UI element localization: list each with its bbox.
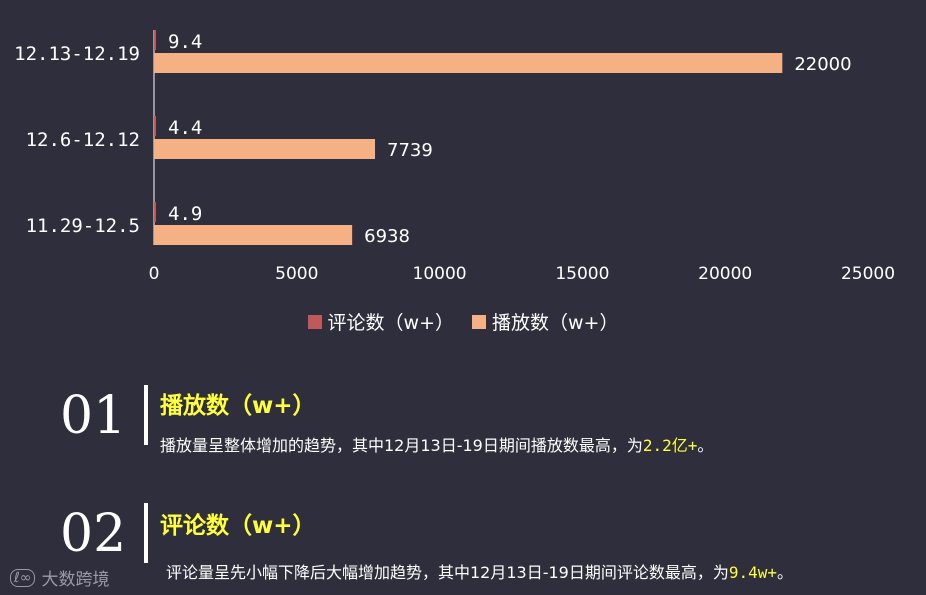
category-label: 12.6-12.12: [26, 129, 140, 151]
bar-comments: [154, 30, 156, 50]
section-plays: 01 播放数（w+） 播放量呈整体增加的趋势，其中12月13日-19日期间播放数…: [60, 380, 900, 460]
section-number: 01: [60, 386, 127, 446]
x-tick-label: 25000: [841, 264, 895, 284]
section-heading: 播放数（w+）: [160, 393, 316, 419]
bar-plays: [154, 225, 353, 245]
legend-swatch-comments: [307, 314, 322, 329]
description-end: 。: [777, 563, 794, 582]
description-highlight: 9.4w+: [728, 563, 778, 582]
description-highlight: 2.2亿+: [642, 436, 698, 455]
section-heading: 评论数（w+）: [160, 513, 316, 539]
section-divider: [144, 503, 148, 563]
x-tick-label: 0: [149, 264, 160, 284]
x-tick-label: 10000: [413, 264, 467, 284]
description-text: 播放量呈整体增加的趋势，其中12月13日-19日期间播放数最高，为: [160, 436, 643, 455]
category-label: 11.29-12.5: [26, 215, 140, 237]
data-label-plays: 7739: [387, 140, 433, 161]
watermark-logo-icon: ℓ∞: [10, 568, 36, 587]
legend-swatch-plays: [472, 314, 486, 329]
legend-label-comments: 评论数（w+）: [327, 312, 454, 334]
legend-item-plays[interactable]: 播放数（w+）: [472, 308, 618, 335]
section-comments: 02 评论数（w+） 评论量呈先小幅下降后大幅增加趋势，其中12月13日-19日…: [60, 500, 900, 590]
data-label-plays: 6938: [364, 226, 410, 247]
data-label-comments: 4.9: [168, 203, 202, 225]
category-label: 12.13-12.19: [14, 43, 140, 65]
legend-item-comments[interactable]: 评论数（w+）: [307, 308, 454, 335]
description-end: 。: [697, 436, 714, 455]
bar-plays: [154, 53, 783, 73]
bar-chart: 12.13-12.19 9.4 22000 12.6-12.12 4.4 7739 11.2…: [14, 30, 895, 284]
section-number: 02: [60, 504, 127, 564]
watermark-text: 大数跨境: [41, 570, 110, 590]
x-tick-label: 20000: [698, 264, 752, 284]
legend-label-plays: 播放数（w+）: [492, 312, 619, 334]
section-description: 播放量呈整体增加的趋势，其中12月13日-19日期间播放数最高，为2.2亿+。: [160, 432, 713, 456]
chart-legend: 评论数（w+） 播放数（w+）: [0, 308, 926, 335]
x-tick-label: 15000: [555, 264, 609, 284]
data-label-comments: 9.4: [168, 31, 202, 53]
section-divider: [144, 385, 148, 445]
data-label-plays: 22000: [794, 54, 851, 75]
watermark: ℓ∞ 大数跨境: [10, 565, 109, 590]
x-tick-label: 5000: [275, 264, 318, 284]
section-description: 评论量呈先小幅下降后大幅增加趋势，其中12月13日-19日期间评论数最高，为9.…: [166, 559, 793, 583]
description-text: 评论量呈先小幅下降后大幅增加趋势，其中12月13日-19日期间评论数最高，为: [166, 563, 729, 582]
bar-plays: [154, 139, 376, 159]
bar-comments: [154, 116, 156, 136]
bar-comments: [154, 202, 156, 222]
data-label-comments: 4.4: [168, 117, 202, 139]
